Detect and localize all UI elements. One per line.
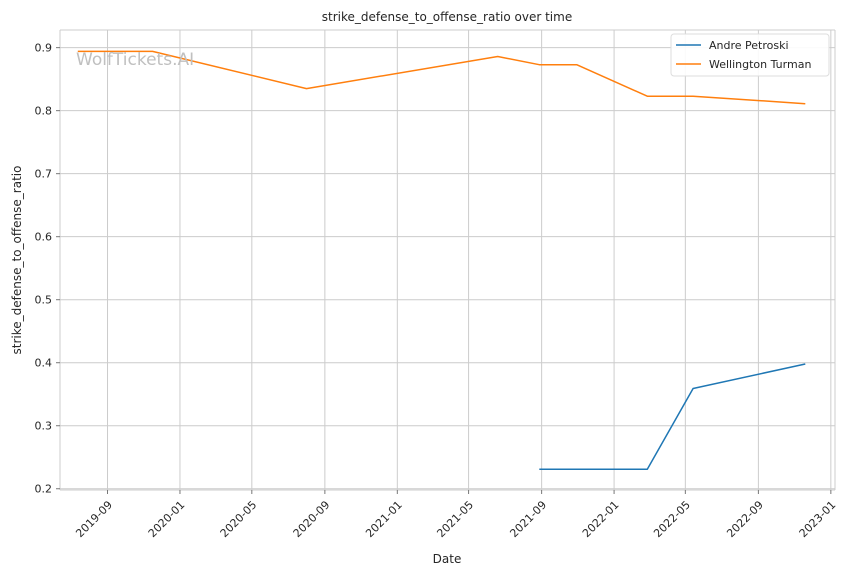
y-tick-label: 0.9 bbox=[35, 42, 53, 55]
y-tick-label: 0.4 bbox=[35, 357, 53, 370]
y-tick-label: 0.5 bbox=[35, 294, 53, 307]
data-point-andre-petroski bbox=[804, 363, 806, 365]
series-line-andre-petroski bbox=[539, 363, 806, 470]
data-point-wellington-turman bbox=[692, 95, 694, 97]
axes bbox=[59, 29, 836, 491]
legend-label-wellington-turman: Wellington Turman bbox=[709, 58, 811, 71]
legend-label-andre-petroski: Andre Petroski bbox=[709, 39, 789, 52]
data-point-wellington-turman bbox=[305, 87, 307, 89]
y-tick-label: 0.6 bbox=[35, 231, 53, 244]
data-point-wellington-turman bbox=[496, 55, 498, 57]
series-line-wellington-turman bbox=[77, 50, 806, 105]
legend: Andre Petroski Wellington Turman bbox=[670, 33, 830, 77]
series-lines bbox=[77, 50, 806, 470]
x-axis-label: Date bbox=[433, 552, 462, 566]
data-point-andre-petroski bbox=[646, 468, 648, 470]
data-point-wellington-turman bbox=[646, 95, 648, 97]
grid-lines bbox=[60, 30, 835, 490]
y-tick-label: 0.2 bbox=[35, 483, 53, 496]
data-point-wellington-turman bbox=[575, 63, 577, 65]
data-point-andre-petroski bbox=[692, 387, 694, 389]
legend-box bbox=[670, 33, 830, 77]
data-point-andre-petroski bbox=[538, 468, 540, 470]
y-tick-label: 0.7 bbox=[35, 168, 53, 181]
data-point-wellington-turman bbox=[538, 63, 540, 65]
y-tick-label: 0.3 bbox=[35, 420, 53, 433]
y-tick-labels: 0.2 0.3 0.4 0.5 0.6 0.7 0.8 0.9 bbox=[35, 42, 60, 496]
data-point-wellington-turman bbox=[804, 103, 806, 105]
y-axis-label: strike_defense_to_offense_ratio bbox=[10, 166, 24, 355]
y-tick-label: 0.8 bbox=[35, 105, 53, 118]
plot-area bbox=[60, 30, 835, 490]
chart-title: strike_defense_to_offense_ratio over tim… bbox=[322, 10, 572, 24]
watermark: WolfTickets.AI bbox=[76, 50, 194, 70]
